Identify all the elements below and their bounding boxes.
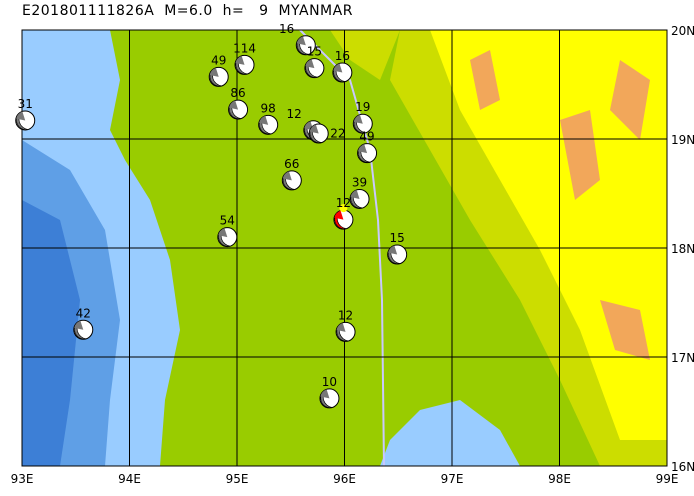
lon-tick-label: 99E bbox=[656, 472, 679, 486]
lon-tick-label: 93E bbox=[11, 472, 34, 486]
lat-tick-label: 17N bbox=[671, 351, 694, 365]
depth-label: 86 bbox=[230, 86, 245, 100]
lat-tick-label: 18N bbox=[671, 242, 694, 256]
beachball[interactable] bbox=[73, 319, 94, 340]
epicenter-star-icon bbox=[339, 204, 348, 213]
depth-label: 15 bbox=[390, 231, 405, 245]
beachball[interactable] bbox=[352, 113, 373, 134]
depth-label: 22 bbox=[330, 127, 345, 141]
lon-tick-label: 95E bbox=[226, 472, 249, 486]
lat-tick-label: 19N bbox=[671, 133, 694, 147]
beachball[interactable] bbox=[332, 62, 353, 83]
gulf bbox=[380, 400, 520, 466]
depth-label: 16 bbox=[279, 22, 294, 36]
beachball[interactable] bbox=[295, 35, 316, 56]
beachball[interactable] bbox=[234, 54, 255, 75]
depth-label: 19 bbox=[355, 100, 370, 114]
depth-label: 31 bbox=[18, 97, 33, 111]
beachball[interactable] bbox=[258, 114, 279, 135]
depth-label: 12 bbox=[338, 308, 353, 322]
depth-label: 66 bbox=[284, 157, 299, 171]
map-frame bbox=[21, 29, 668, 467]
depth-label: 12 bbox=[336, 196, 351, 210]
depth-label: 98 bbox=[261, 101, 276, 115]
lon-tick-label: 96E bbox=[333, 472, 356, 486]
beachball[interactable] bbox=[15, 110, 36, 131]
beachball[interactable] bbox=[281, 170, 302, 191]
beachball[interactable] bbox=[335, 321, 356, 342]
depth-label: 42 bbox=[76, 306, 91, 320]
depth-label: 10 bbox=[322, 375, 337, 389]
beachball[interactable] bbox=[357, 143, 378, 164]
lon-tick-label: 98E bbox=[548, 472, 571, 486]
beachball[interactable] bbox=[228, 99, 249, 120]
beachball[interactable] bbox=[308, 123, 329, 144]
lat-tick-label: 20N bbox=[671, 24, 694, 38]
depth-label: 39 bbox=[352, 175, 367, 189]
lat-tick-label: 16N bbox=[671, 460, 694, 474]
mainshock-beachball[interactable] bbox=[333, 204, 354, 230]
beachball[interactable] bbox=[217, 227, 238, 248]
beachball[interactable] bbox=[387, 244, 408, 265]
depth-label: 16 bbox=[335, 49, 350, 63]
depth-label: 15 bbox=[307, 45, 322, 59]
depth-label: 114 bbox=[233, 41, 256, 55]
lon-tick-label: 97E bbox=[441, 472, 464, 486]
event-title: E201801111826A M=6.0 h= 9 MYANMAR bbox=[22, 3, 353, 19]
depth-label: 12 bbox=[287, 107, 302, 121]
beachball[interactable] bbox=[304, 58, 325, 79]
depth-label: 49 bbox=[211, 53, 226, 67]
depth-label: 54 bbox=[220, 214, 235, 228]
depth-label: 49 bbox=[359, 130, 374, 144]
beachball[interactable] bbox=[319, 388, 340, 409]
beachball[interactable] bbox=[349, 188, 370, 209]
lon-tick-label: 94E bbox=[118, 472, 141, 486]
beachball[interactable] bbox=[208, 66, 229, 87]
